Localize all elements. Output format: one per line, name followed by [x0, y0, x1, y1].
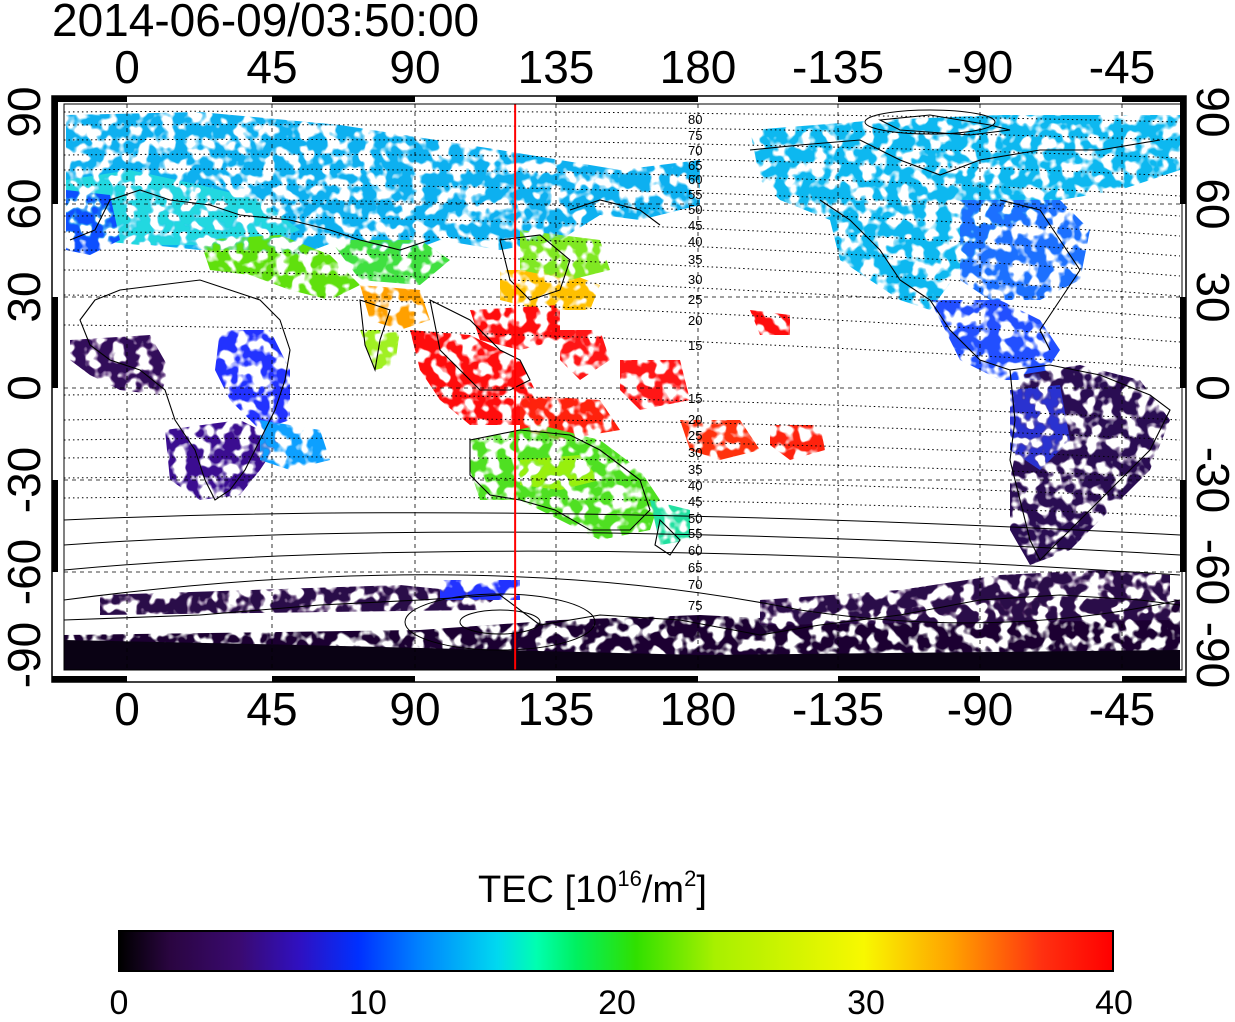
- lon-tick-top-5: -135: [791, 41, 885, 93]
- contour-label: 50: [688, 202, 702, 217]
- contour-label: 45: [688, 218, 702, 233]
- contour-label: 70: [688, 577, 702, 592]
- map-timestamp-title: 2014-06-09/03:50:00: [52, 0, 480, 46]
- contour-label: 20: [688, 313, 702, 328]
- contour-label: 70: [688, 143, 702, 158]
- lon-tick-bottom-4: 180: [659, 683, 737, 735]
- lon-tick-top-7: -45: [1088, 41, 1156, 93]
- geomagnetic-contours: [64, 110, 1181, 517]
- colorbar-tick-40: 40: [1095, 984, 1133, 1022]
- lon-tick-bottom-1: 45: [246, 683, 298, 735]
- lon-tick-bottom-3: 135: [517, 683, 595, 735]
- lon-tick-bottom-7: -45: [1088, 683, 1156, 735]
- lon-tick-bottom-0: 0: [114, 683, 140, 735]
- contour-label: 30: [688, 272, 702, 287]
- coastlines: [64, 114, 1181, 636]
- contour-label: 60: [688, 172, 702, 187]
- lon-tick-top-6: -90: [946, 41, 1014, 93]
- tec-colorbar: [118, 930, 1114, 972]
- contour-label: 65: [688, 560, 702, 575]
- colorbar-tick-20: 20: [598, 984, 636, 1022]
- tec-map: 80 75 70 65 60 55 50 45 40 35 30 25 20 1…: [51, 95, 1187, 683]
- contour-label: 35: [688, 462, 702, 477]
- colorbar-tick-0: 0: [109, 984, 129, 1022]
- colorbar-title: TEC [1016/m2]: [478, 866, 707, 912]
- contour-label: 40: [688, 478, 702, 493]
- frame-ticks: [52, 96, 1186, 682]
- contour-label: 65: [688, 158, 702, 173]
- lon-tick-top-1: 45: [246, 41, 298, 93]
- contour-label: 55: [688, 187, 702, 202]
- contour-label: 15: [688, 391, 702, 406]
- contour-label: 75: [688, 598, 702, 613]
- contour-label: 30: [688, 445, 702, 460]
- lon-tick-bottom-6: -90: [946, 683, 1014, 735]
- colorbar-tick-30: 30: [847, 984, 885, 1022]
- lon-tick-top-0: 0: [114, 41, 140, 93]
- lon-tick-top-4: 180: [659, 41, 737, 93]
- contour-label: 25: [688, 292, 702, 307]
- geomagnetic-contours-solid: [64, 109, 1181, 651]
- contour-label: 80: [688, 112, 702, 127]
- contour-label: 75: [688, 128, 702, 143]
- contour-label: 25: [688, 428, 702, 443]
- tec-data-layer: [64, 112, 1180, 670]
- contour-label: 20: [688, 412, 702, 427]
- contour-label: 55: [688, 526, 702, 541]
- contour-label: 45: [688, 494, 702, 509]
- lon-tick-bottom-5: -135: [791, 683, 885, 735]
- lon-tick-top-2: 90: [389, 41, 441, 93]
- contour-label: 15: [688, 338, 702, 353]
- contour-label: 50: [688, 511, 702, 526]
- colorbar-tick-10: 10: [349, 984, 387, 1022]
- lon-tick-top-3: 135: [517, 41, 595, 93]
- contour-labels: 80 75 70 65 60 55 50 45 40 35 30 25 20 1…: [688, 112, 702, 613]
- contour-label: 40: [688, 234, 702, 249]
- lon-tick-bottom-2: 90: [389, 683, 441, 735]
- contour-label: 35: [688, 252, 702, 267]
- contour-label: 60: [688, 543, 702, 558]
- latlon-grid: [64, 104, 1182, 670]
